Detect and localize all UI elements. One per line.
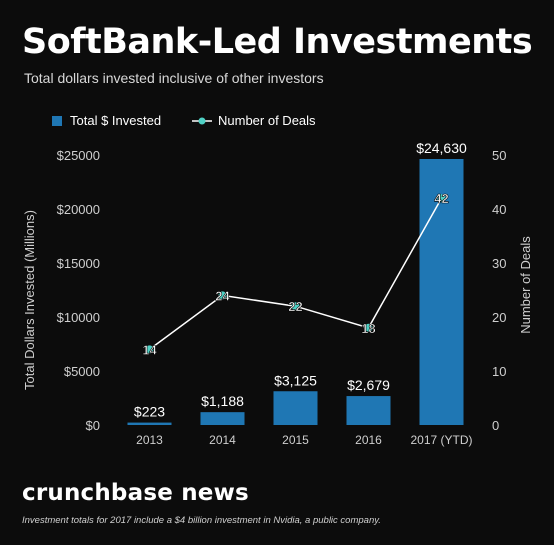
deals-point (291, 302, 300, 311)
y-tick-label-left: $10000 (57, 310, 100, 325)
deals-value-label: 24 (215, 288, 230, 303)
legend: Total $ Invested Number of Deals (52, 113, 316, 128)
y-tick-label-right: 40 (492, 202, 506, 217)
y-tick-label-right: 0 (492, 418, 499, 433)
brand-logo: crunchbase news (22, 480, 249, 506)
bar (346, 396, 391, 425)
y-tick-label-right: 50 (492, 148, 506, 163)
legend-bar-label: Total $ Invested (70, 113, 161, 128)
bar-value-label: $223 (134, 404, 165, 420)
bar-value-label: $1,188 (201, 393, 244, 409)
line-series: 14 24 22 18 42 (142, 191, 449, 358)
deals-value-label: 22 (288, 299, 302, 314)
chart-title: SoftBank-Led Investments (22, 22, 533, 62)
y-tick-label-right: 20 (492, 310, 506, 325)
x-tick-label: 2017 (YTD) (410, 433, 472, 447)
bar-series: $223 $1,188 $3,125 $2,679 $24,630 (127, 140, 467, 425)
y-tick-label-left: $25000 (57, 148, 100, 163)
deals-value-label: 18 (361, 321, 375, 336)
chart-subtitle: Total dollars invested inclusive of othe… (24, 70, 324, 86)
bar (127, 422, 172, 425)
deals-value-label: 42 (434, 191, 448, 206)
y-tick-label-right: 30 (492, 256, 506, 271)
footnote: Investment totals for 2017 include a $4 … (22, 515, 381, 526)
y-axis-label-left: Total Dollars Invested (Millions) (22, 210, 37, 390)
bar (200, 412, 245, 425)
legend-line-label: Number of Deals (218, 113, 316, 128)
bar (419, 158, 464, 425)
legend-bar-swatch (52, 116, 62, 126)
bar-value-label: $3,125 (274, 372, 317, 388)
y-axis-label-right: Number of Deals (518, 236, 533, 334)
bar-value-label: $2,679 (347, 377, 390, 393)
x-tick-label: 2016 (355, 433, 382, 447)
y-tick-label-left: $0 (86, 418, 100, 433)
chart-area: Total $ Invested Number of Deals $0 $5000… (22, 113, 533, 447)
y-tick-label-right: 10 (492, 364, 506, 379)
bar (273, 391, 318, 425)
deals-point (145, 345, 154, 354)
x-tick-label: 2014 (209, 433, 236, 447)
deals-point (437, 194, 446, 203)
y-tick-label-left: $15000 (57, 256, 100, 271)
deals-line (149, 197, 443, 351)
axes: $0 $5000 $10000 $15000 $20000 $25000 0 10 20 30 40… (57, 148, 507, 447)
bar-value-label: $24,630 (416, 140, 467, 156)
legend-line-marker (198, 117, 206, 125)
deals-point (218, 291, 227, 300)
x-tick-label: 2015 (282, 433, 309, 447)
deals-value-label: 14 (142, 342, 157, 357)
x-tick-label: 2013 (136, 433, 163, 447)
y-tick-label-left: $5000 (64, 364, 100, 379)
y-tick-label-left: $20000 (57, 202, 100, 217)
deals-point (364, 323, 373, 332)
